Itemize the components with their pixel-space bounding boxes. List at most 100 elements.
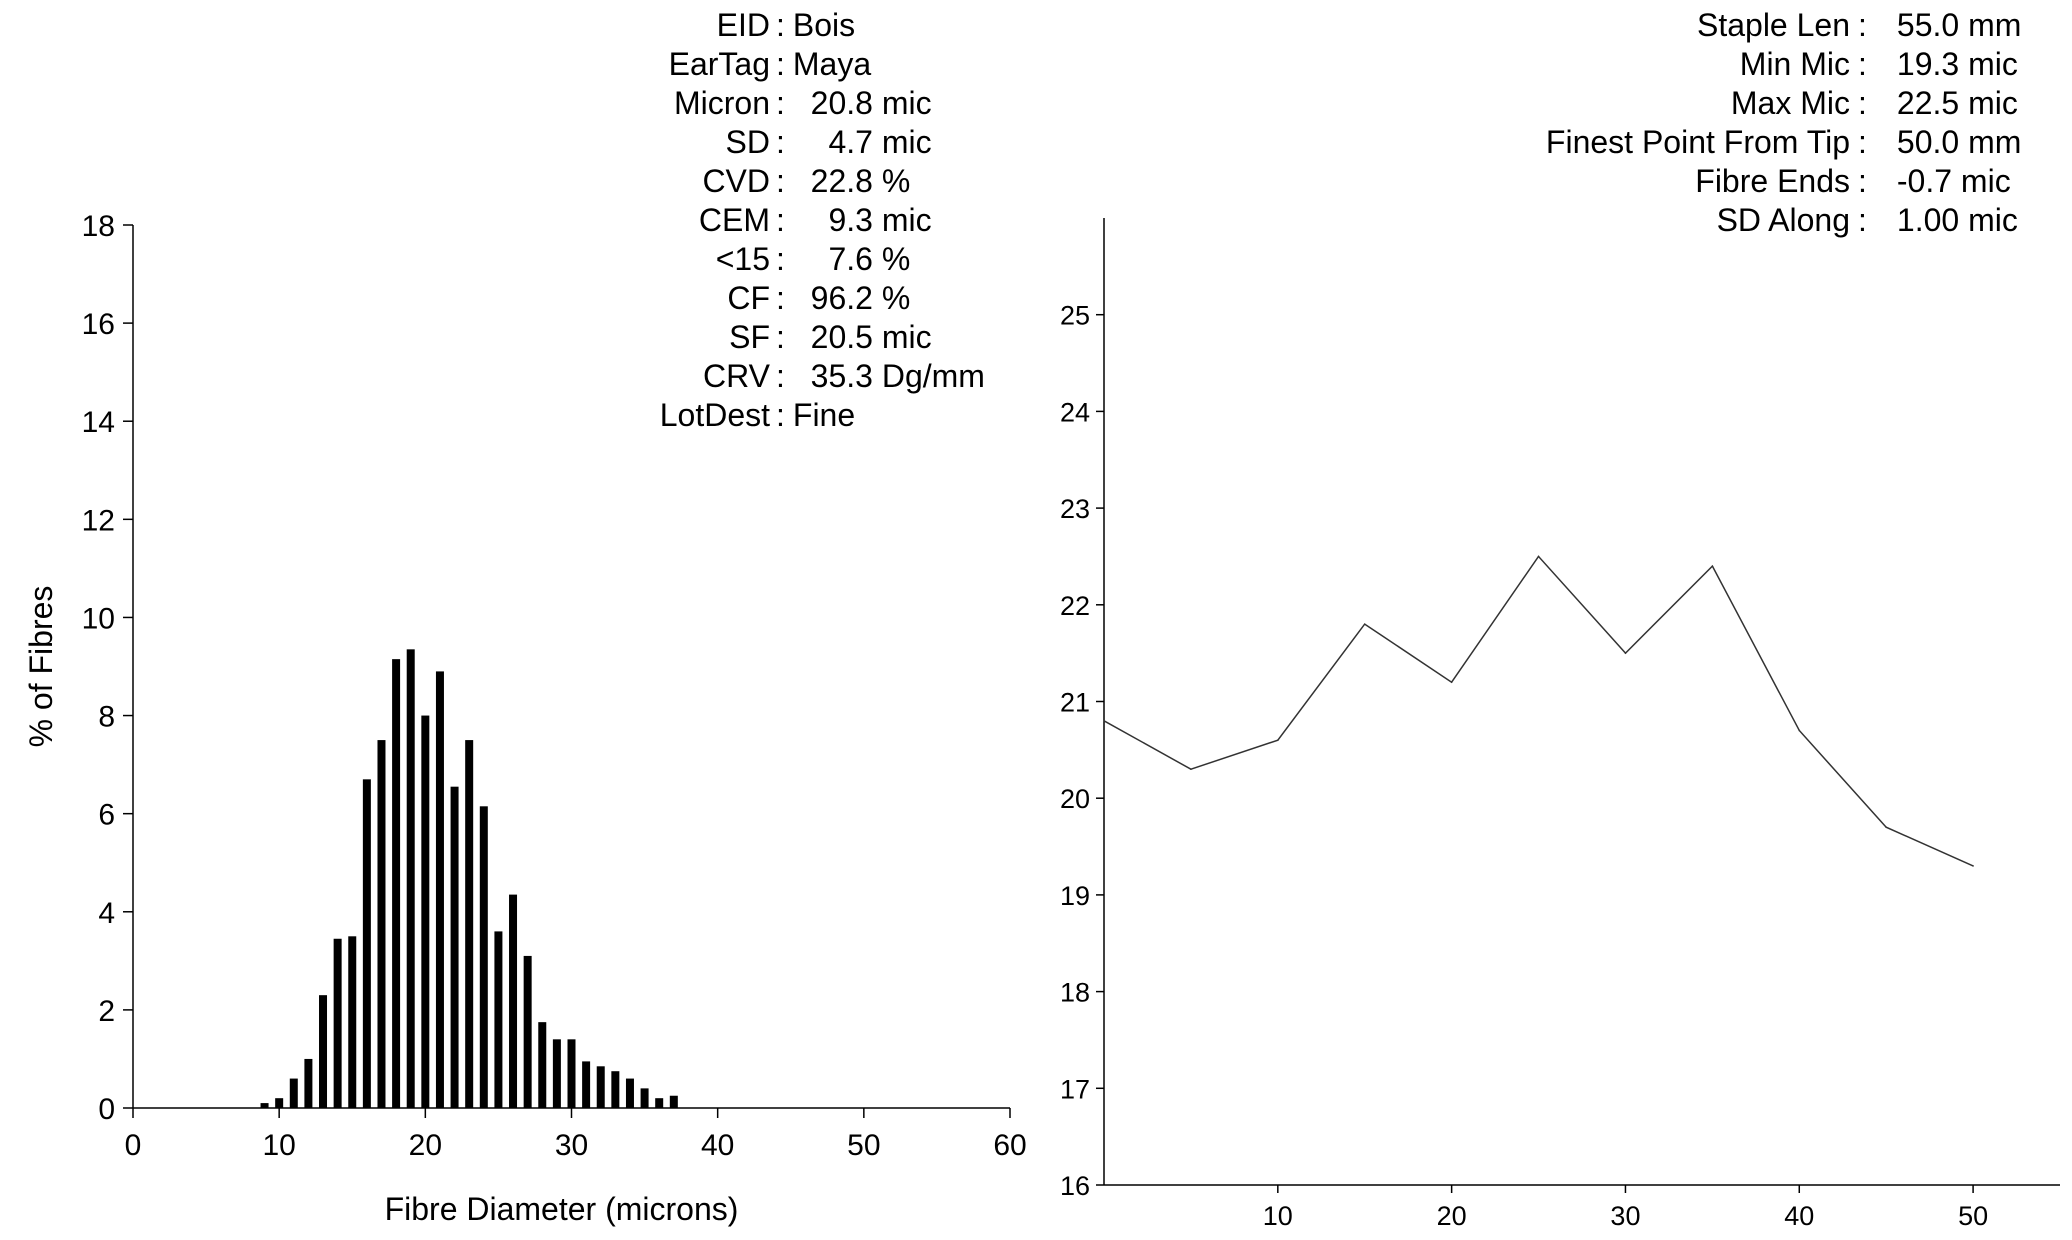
stat-label: SF bbox=[729, 319, 770, 355]
stat-label: CRV bbox=[703, 358, 770, 394]
histogram-bar bbox=[479, 806, 488, 1108]
data-point bbox=[1972, 865, 1974, 867]
stat-row: CF: 96.2 % bbox=[520, 279, 985, 318]
summary-stats-left: EID: Bois EarTag: Maya Micron: 20.8 mic SD: 4… bbox=[520, 6, 985, 435]
stat-separator: : bbox=[1858, 202, 1867, 238]
y-tick-label: 21 bbox=[1060, 688, 1090, 718]
histogram-bar bbox=[494, 931, 503, 1108]
x-tick-label: 60 bbox=[993, 1129, 1026, 1162]
histogram-bar bbox=[582, 1061, 591, 1108]
histogram-bar bbox=[289, 1078, 298, 1108]
data-point bbox=[1885, 826, 1887, 829]
stat-separator: : bbox=[1858, 7, 1867, 43]
histogram-bar bbox=[640, 1088, 649, 1108]
stat-separator: : bbox=[776, 358, 785, 394]
stat-label: SD Along bbox=[1716, 202, 1850, 238]
data-point bbox=[1711, 565, 1714, 567]
stat-label: Min Mic bbox=[1739, 46, 1850, 82]
data-point bbox=[1103, 720, 1105, 722]
histogram-bar bbox=[625, 1078, 634, 1108]
stat-value: 20.5 mic bbox=[792, 319, 932, 355]
stat-label: LotDest bbox=[659, 397, 770, 433]
y-tick-label: 19 bbox=[1060, 881, 1090, 911]
stat-separator: : bbox=[776, 124, 785, 160]
y-tick-label: 4 bbox=[98, 897, 115, 930]
along-fibre-line-chart: 16 17 18 19 20 21 22 23 24 25 10 20 30 40 50 bbox=[1060, 218, 2060, 1231]
x-axis-label: Fibre Diameter (microns) bbox=[385, 1191, 739, 1227]
stat-label: <15 bbox=[715, 241, 770, 277]
stat-row: LotDest: Fine bbox=[520, 396, 985, 435]
y-tick-label: 22 bbox=[1060, 591, 1090, 621]
histogram-bar bbox=[421, 715, 430, 1108]
histogram-bar bbox=[377, 740, 386, 1108]
stat-separator: : bbox=[776, 7, 785, 43]
stat-row: SF: 20.5 mic bbox=[520, 318, 985, 357]
histogram-bar bbox=[450, 786, 459, 1108]
stat-row: Max Mic:22.5 mic bbox=[1440, 84, 2021, 123]
x-tick-label: 40 bbox=[701, 1129, 734, 1162]
x-tick-label: 0 bbox=[125, 1129, 142, 1162]
stat-value: 50.0 mm bbox=[1896, 124, 2022, 160]
x-tick-label: 10 bbox=[262, 1129, 295, 1162]
stat-value: 55.0 mm bbox=[1896, 7, 2022, 43]
histogram-bar bbox=[435, 671, 444, 1108]
x-tick-label: 10 bbox=[1263, 1201, 1293, 1231]
data-point bbox=[1798, 729, 1801, 732]
stat-value: 20.8 mic bbox=[792, 85, 932, 121]
data-point bbox=[1190, 768, 1192, 770]
histogram-bar bbox=[362, 779, 371, 1108]
y-tick-label: 6 bbox=[98, 799, 115, 832]
y-tick-label: 17 bbox=[1060, 1074, 1090, 1104]
histogram-chart: 0 2 4 6 8 10 12 14 16 18 0 10 20 30 40 50 60 Fibre Diamet… bbox=[23, 210, 1027, 1227]
stat-separator: : bbox=[1858, 124, 1867, 160]
histogram-bar bbox=[465, 740, 474, 1108]
histogram-bar bbox=[523, 955, 532, 1108]
y-tick-label: 8 bbox=[98, 701, 115, 734]
stat-value: 1.00 mic bbox=[1896, 202, 2018, 238]
data-point bbox=[1450, 681, 1453, 683]
histogram-bar bbox=[406, 649, 415, 1108]
histogram-bar bbox=[669, 1095, 678, 1108]
stat-separator: : bbox=[776, 46, 785, 82]
y-tick-label: 23 bbox=[1060, 494, 1090, 524]
histogram-bar bbox=[596, 1066, 605, 1108]
y-tick-label: 10 bbox=[82, 602, 115, 635]
stat-value: 22.8 % bbox=[792, 163, 911, 199]
y-tick-label: 14 bbox=[82, 406, 115, 439]
data-point bbox=[1277, 739, 1279, 741]
histogram-bar bbox=[275, 1098, 284, 1108]
stat-label: EarTag bbox=[668, 46, 770, 82]
stat-value: 96.2 % bbox=[792, 280, 911, 316]
stat-value: 19.3 mic bbox=[1896, 46, 2018, 82]
y-tick-label: 16 bbox=[1060, 1171, 1090, 1201]
stat-label: Max Mic bbox=[1730, 85, 1850, 121]
stat-value: 9.3 mic bbox=[792, 202, 932, 238]
stat-separator: : bbox=[1858, 46, 1867, 82]
stat-separator: : bbox=[1858, 85, 1867, 121]
stat-row: Finest Point From Tip:50.0 mm bbox=[1440, 123, 2021, 162]
y-tick-label: 12 bbox=[82, 504, 115, 537]
stat-value: 35.3 Dg/mm bbox=[792, 358, 985, 394]
x-tick-label: 30 bbox=[555, 1129, 588, 1162]
histogram-bar bbox=[567, 1039, 576, 1108]
histogram-bar bbox=[319, 995, 328, 1108]
x-tick-label: 20 bbox=[1437, 1201, 1467, 1231]
stat-label: Finest Point From Tip bbox=[1545, 124, 1850, 160]
stat-separator: : bbox=[776, 202, 785, 238]
stat-row: Min Mic:19.3 mic bbox=[1440, 45, 2021, 84]
data-point bbox=[1537, 555, 1540, 558]
stat-separator: : bbox=[1858, 163, 1867, 199]
y-axis-label: % of Fibres bbox=[23, 586, 59, 748]
stat-row: Staple Len:55.0 mm bbox=[1440, 6, 2021, 45]
stat-value: Maya bbox=[792, 46, 872, 82]
y-tick-label: 0 bbox=[98, 1093, 115, 1126]
histogram-bar bbox=[611, 1071, 620, 1108]
stat-value: Fine bbox=[792, 397, 856, 433]
stat-row: Fibre Ends: -0.7 mic bbox=[1440, 162, 2021, 201]
stat-separator: : bbox=[776, 280, 785, 316]
histogram-bar bbox=[304, 1058, 313, 1108]
stat-row: EID: Bois bbox=[520, 6, 985, 45]
stat-label: CEM bbox=[698, 202, 770, 238]
stat-row: CVD: 22.8 % bbox=[520, 162, 985, 201]
